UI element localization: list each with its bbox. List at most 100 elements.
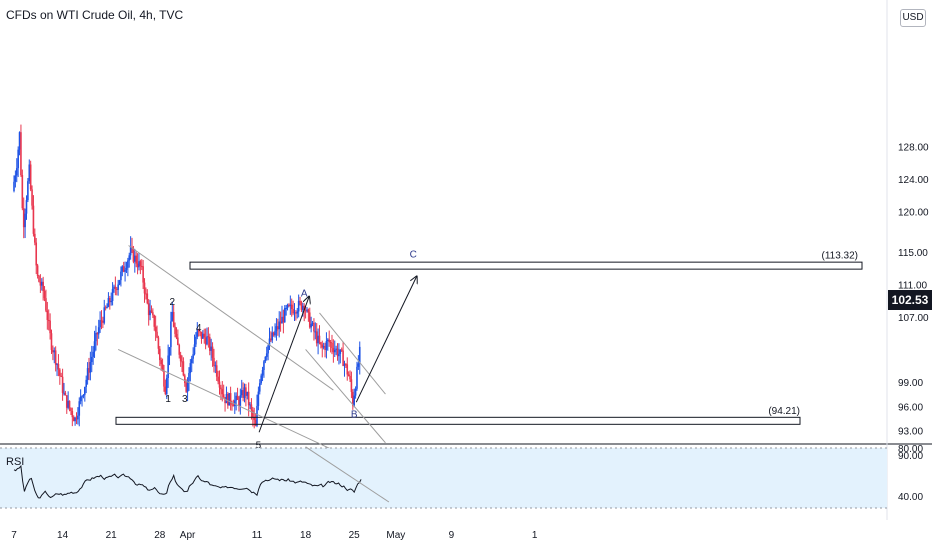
candle-body [36, 265, 39, 276]
candle-body [27, 181, 29, 201]
candle-body [86, 368, 89, 380]
candle-body [183, 375, 186, 384]
candle-body [203, 333, 206, 338]
candle-body [199, 331, 201, 333]
candle-body [228, 393, 231, 406]
candle-body [313, 322, 315, 332]
candle-body [38, 275, 40, 282]
candle-body [279, 321, 282, 324]
candle-body [282, 316, 285, 323]
candle-body [335, 348, 337, 350]
candle-body [147, 303, 150, 316]
candle-body [339, 349, 342, 354]
candle-body [160, 360, 162, 365]
candle-body [24, 213, 26, 228]
candle-body [322, 346, 325, 348]
candle-body [78, 401, 81, 416]
candle-body [57, 364, 60, 370]
candle-body [329, 342, 332, 344]
time-axis-label: Apr [180, 530, 196, 541]
candle-body [293, 312, 296, 314]
candle-body [152, 312, 154, 316]
candle-body [174, 326, 176, 334]
candle-body [288, 304, 290, 306]
candle-body [181, 361, 183, 363]
candle-body [327, 339, 329, 342]
candle-body [210, 346, 212, 351]
candle-body [349, 375, 351, 380]
candle-body [163, 370, 165, 387]
candle-body [247, 391, 250, 406]
candle-body [208, 337, 211, 351]
candle-body [120, 271, 122, 281]
candle-body [332, 348, 335, 353]
candle-body [345, 364, 347, 366]
candle-body [129, 246, 132, 256]
candle-body [296, 311, 299, 314]
wave-label-A: A [301, 289, 308, 300]
rsi-axis-label: 40.00 [898, 492, 923, 503]
candle-body [245, 387, 247, 396]
candle-body [257, 391, 260, 406]
candle-body [204, 337, 207, 345]
candle-body [150, 310, 153, 313]
candle-body [277, 326, 279, 330]
candle-body [274, 330, 276, 336]
candle-body [283, 308, 286, 323]
candle-body [56, 364, 58, 366]
candle-body [311, 322, 314, 325]
candle-body [145, 293, 147, 295]
candle-body [47, 319, 50, 321]
candle-body [75, 417, 78, 420]
candle-body [325, 341, 328, 351]
candle-body [238, 399, 240, 406]
candle-body [106, 306, 108, 309]
candle-body [336, 348, 339, 357]
candle-body [350, 379, 353, 392]
candle-body [139, 261, 142, 267]
trend-line [128, 245, 334, 391]
candle-body [25, 200, 28, 214]
candle-body [304, 310, 307, 312]
candle-body [217, 376, 219, 382]
candle-body [172, 311, 175, 327]
candle-body [168, 347, 171, 356]
price-axis-label: 111.00 [898, 280, 928, 291]
candle-body [235, 395, 237, 401]
currency-button[interactable]: USD [900, 9, 926, 27]
time-axis-label: May [386, 530, 405, 541]
candle-body [140, 266, 143, 268]
candle-body [134, 255, 136, 262]
candle-body [149, 310, 151, 316]
candle-body [224, 397, 226, 404]
price-axis-label: 107.00 [898, 313, 929, 324]
candle-body [206, 336, 208, 345]
candle-body [28, 164, 31, 182]
candle-body [320, 342, 322, 345]
candle-body [29, 164, 32, 190]
candle-body [17, 149, 19, 169]
candle-body [240, 390, 243, 396]
candle-body [122, 266, 125, 272]
candle-body [121, 266, 124, 272]
candle-body [85, 379, 88, 387]
wave-label-C: C [410, 250, 417, 261]
candle-body [132, 248, 135, 262]
candle-body [99, 320, 101, 328]
candle-body [117, 284, 119, 290]
candle-body [90, 356, 93, 363]
candle-body [356, 366, 358, 389]
candle-body [314, 331, 317, 333]
candle-body [42, 281, 44, 292]
candle-body [252, 410, 254, 418]
candle-body [333, 349, 336, 353]
candle-body [156, 331, 158, 338]
time-axis-label: 28 [154, 530, 166, 541]
rsi-axis-label: 80.00 [898, 444, 923, 455]
candle-body [243, 387, 246, 398]
candle-body [79, 396, 82, 402]
candle-body [72, 417, 75, 422]
candle-body [32, 205, 35, 234]
